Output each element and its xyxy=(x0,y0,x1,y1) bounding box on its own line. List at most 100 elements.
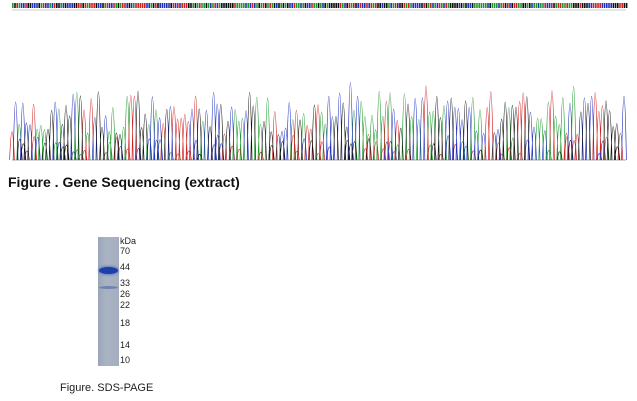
base-letter xyxy=(551,3,553,8)
base-letter xyxy=(579,3,582,8)
base-letter xyxy=(214,3,216,8)
base-letter xyxy=(511,3,513,8)
sequencing-caption: Figure . Gene Sequencing (extract) xyxy=(8,174,240,190)
base-letter xyxy=(287,3,289,8)
base-letter xyxy=(359,3,362,8)
base-letter xyxy=(401,3,403,8)
base-letter xyxy=(265,3,267,8)
base-letter xyxy=(344,3,346,8)
trace xyxy=(16,91,621,161)
base-letter xyxy=(606,3,608,8)
base-letter xyxy=(333,3,335,8)
sds-caption: Figure. SDS-PAGE xyxy=(60,382,154,394)
base-letter xyxy=(397,3,399,8)
base-letter xyxy=(575,3,577,8)
base-letter xyxy=(207,3,210,8)
base-letter xyxy=(62,3,65,8)
base-letter xyxy=(278,3,280,8)
base-letter xyxy=(526,3,529,8)
marker-label: 44 xyxy=(120,262,131,272)
base-letter xyxy=(166,3,168,8)
base-letter xyxy=(139,3,142,8)
base-letter xyxy=(581,3,584,8)
base-letter xyxy=(577,3,579,8)
faint-band xyxy=(99,286,118,289)
base-letter xyxy=(610,3,612,8)
base-letter xyxy=(377,3,379,8)
base-letter xyxy=(69,3,71,8)
base-letter xyxy=(614,3,617,8)
base-letter xyxy=(478,3,480,8)
base-letter xyxy=(487,3,489,8)
base-letter xyxy=(375,3,377,8)
base-letter xyxy=(509,3,511,8)
base-letter xyxy=(247,3,249,8)
base-letter xyxy=(295,3,298,8)
base-letter xyxy=(20,3,23,8)
base-letter xyxy=(236,3,238,8)
base-letter xyxy=(23,3,25,8)
base-letter xyxy=(456,3,458,8)
base-letter xyxy=(25,3,27,8)
base-letter xyxy=(45,3,47,8)
base-letter xyxy=(357,3,359,8)
base-letter xyxy=(100,3,102,8)
base-letter xyxy=(355,3,357,8)
base-letter xyxy=(592,3,595,8)
base-letter xyxy=(93,3,95,8)
base-letter xyxy=(590,3,593,8)
base-letter xyxy=(489,3,491,8)
base-letter xyxy=(348,3,351,8)
base-letter xyxy=(183,3,186,8)
base-letter xyxy=(421,3,423,8)
base-letter xyxy=(324,3,326,8)
base-letter xyxy=(218,3,221,8)
base-letter xyxy=(595,3,597,8)
base-letter xyxy=(291,3,293,8)
base-letter xyxy=(548,3,551,8)
base-letter xyxy=(194,3,197,8)
base-letter xyxy=(533,3,535,8)
base-letter xyxy=(315,3,318,8)
base-letter xyxy=(133,3,135,8)
base-letter xyxy=(223,3,225,8)
unit-label: kDa xyxy=(120,236,137,246)
base-letter xyxy=(106,3,109,8)
base-letter xyxy=(496,3,498,8)
base-letter xyxy=(502,3,505,8)
base-letter xyxy=(258,3,260,8)
base-letter xyxy=(471,3,474,8)
base-letter xyxy=(584,3,586,8)
base-letter xyxy=(564,3,566,8)
base-letter xyxy=(524,3,527,8)
base-letter xyxy=(309,3,311,8)
base-letter xyxy=(60,3,62,8)
base-letter xyxy=(425,3,428,8)
base-letter xyxy=(320,3,322,8)
base-letter xyxy=(267,3,269,8)
base-letter xyxy=(381,3,384,8)
base-letter xyxy=(568,3,571,8)
marker-label: 33 xyxy=(120,278,131,288)
base-letter xyxy=(225,3,227,8)
base-letter xyxy=(102,3,104,8)
base-letter xyxy=(306,3,309,8)
base-letter xyxy=(304,3,307,8)
base-letter xyxy=(157,3,159,8)
base-letter xyxy=(537,3,540,8)
base-letter xyxy=(179,3,181,8)
base-letter xyxy=(337,3,340,8)
base-letter xyxy=(56,3,58,8)
base-letter xyxy=(427,3,430,8)
base-letter xyxy=(29,3,32,8)
base-letter xyxy=(119,3,122,8)
base-letter xyxy=(467,3,469,8)
base-letter xyxy=(135,3,137,8)
chromatogram xyxy=(9,3,628,161)
protein-band xyxy=(99,267,118,274)
base-letter xyxy=(216,3,219,8)
base-letter xyxy=(205,3,208,8)
base-letter xyxy=(474,3,476,8)
base-letter xyxy=(452,3,454,8)
